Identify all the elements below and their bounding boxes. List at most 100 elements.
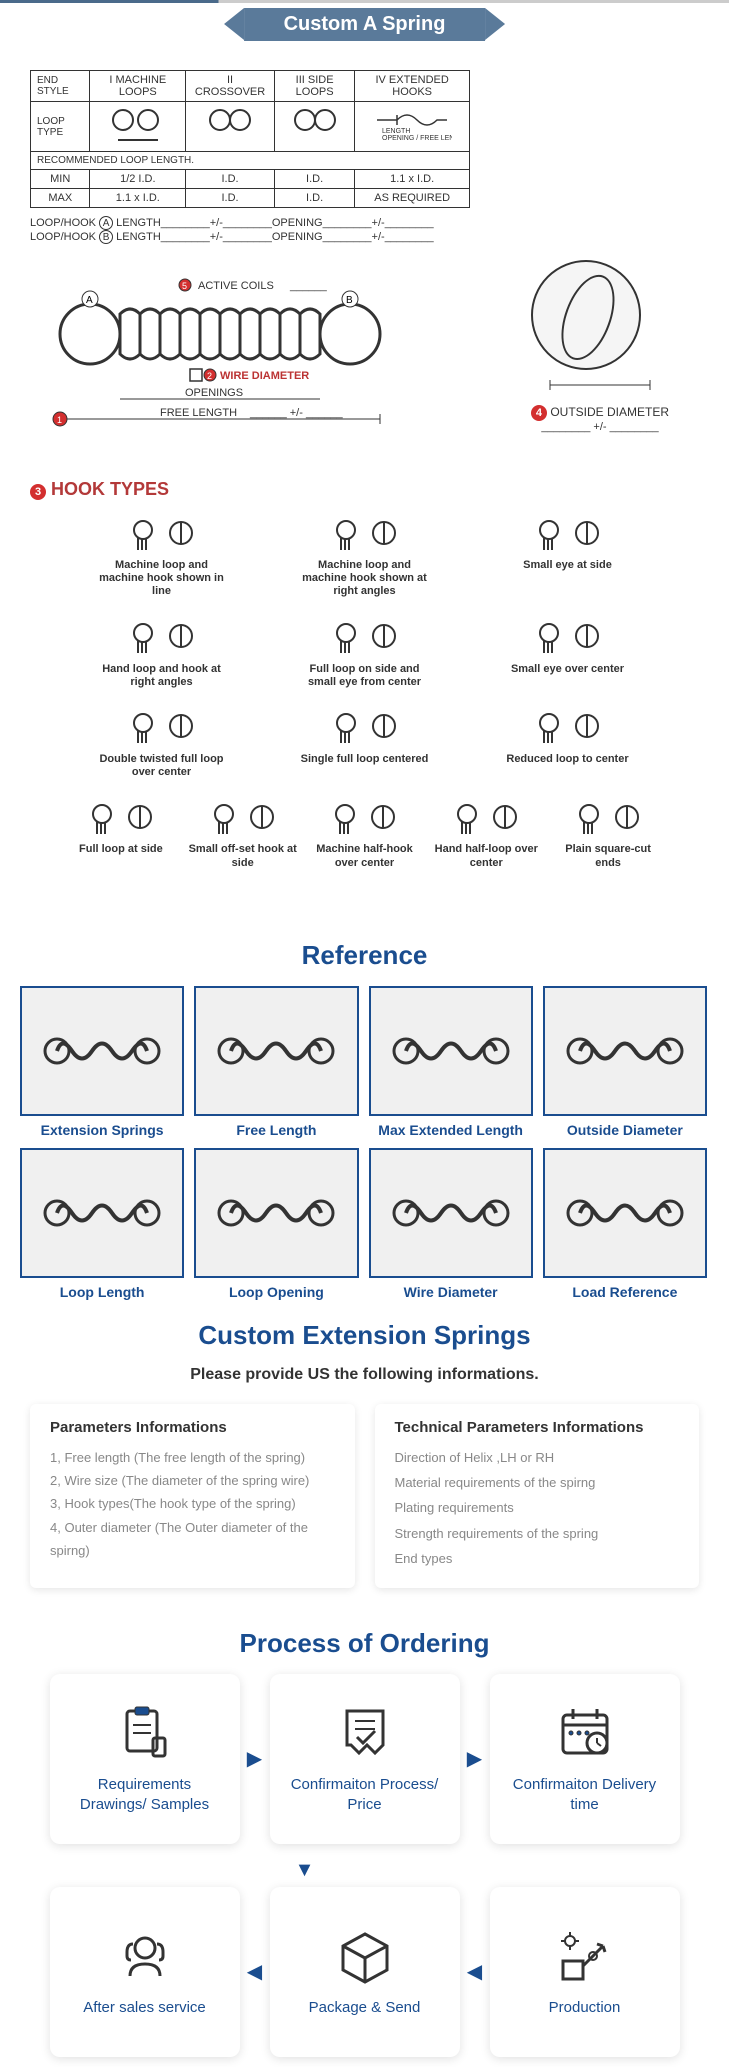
hook-label: Single full loop centered: [295, 753, 435, 766]
arrow-right-icon: ▶: [460, 1746, 490, 1771]
arrow-left-icon: ◀: [240, 1959, 270, 1984]
max-label: MAX: [31, 189, 90, 208]
length-a: LENGTH: [116, 217, 161, 229]
tech-list: Direction of Helix ,LH or RHMaterial req…: [395, 1446, 680, 1571]
opening-a: OPENING: [272, 217, 323, 229]
package-icon: [335, 1926, 395, 1986]
custom-subtitle: Please provide US the following informat…: [0, 1366, 729, 1384]
spec-table: END STYLE I MACHINE LOOPS II CROSSOVER I…: [30, 70, 470, 208]
delivery-time-icon: [555, 1703, 615, 1763]
col-4: IV EXTENDED HOOKS: [355, 71, 470, 102]
hook-icon: [92, 515, 232, 555]
arrow-down-icon: ▼: [295, 1859, 315, 1882]
reference-item: Loop Opening: [194, 1148, 358, 1300]
reference-caption: Wire Diameter: [369, 1284, 533, 1300]
letter-a: A: [99, 216, 113, 230]
hook-types-header: 3 HOOK TYPES: [0, 474, 729, 505]
process-step-3: Confirmaiton Delivery time: [490, 1674, 680, 1844]
hook-item: Small eye at side: [498, 515, 638, 599]
hook-item: Hand loop and hook at right angles: [92, 619, 232, 689]
reference-caption: Max Extended Length: [369, 1122, 533, 1138]
reference-item: Load Reference: [543, 1148, 707, 1300]
hook-item: Reduced loop to center: [498, 709, 638, 779]
pm1: +/-: [210, 217, 223, 229]
process-step-6: After sales service: [50, 1887, 240, 2057]
letter-b: B: [99, 230, 113, 244]
process-title: Process of Ordering: [0, 1628, 729, 1659]
svg-text:OPENINGS: OPENINGS: [185, 387, 243, 399]
spec-section: END STYLE I MACHINE LOOPS II CROSSOVER I…: [0, 60, 729, 254]
svg-text:B: B: [346, 295, 353, 306]
confirmation-price-icon: [335, 1703, 395, 1763]
hook-icon: [498, 619, 638, 659]
loophook-b-label: LOOP/HOOK: [30, 231, 96, 243]
hook-icon: [188, 799, 298, 839]
hook-item: Small eye over center: [498, 619, 638, 689]
requirements-icon: [115, 1703, 175, 1763]
hook-label: Reduced loop to center: [498, 753, 638, 766]
reference-caption: Extension Springs: [20, 1122, 184, 1138]
tech-item: End types: [395, 1547, 680, 1570]
hook-label: Small off-set hook at side: [188, 843, 298, 869]
hook-label: Full loop at side: [66, 843, 176, 856]
hook-icon: [295, 619, 435, 659]
hook-item: Hand half-loop over center: [431, 799, 541, 869]
svg-text:A: A: [86, 295, 93, 306]
svg-text:2: 2: [207, 371, 212, 381]
step-5-label: Package & Send: [309, 1998, 421, 2018]
reference-image: [194, 1148, 358, 1278]
col-2: II CROSSOVER: [186, 71, 275, 102]
production-icon: [555, 1926, 615, 1986]
reference-item: Wire Diameter: [369, 1148, 533, 1300]
reference-image: [369, 1148, 533, 1278]
reference-image: [543, 986, 707, 1116]
arrow-right-icon: ▶: [240, 1746, 270, 1771]
hook-label: Double twisted full loop over center: [92, 753, 232, 779]
hook-icon: [92, 619, 232, 659]
reference-title: Reference: [0, 940, 729, 971]
hook-icon: [498, 515, 638, 555]
process-step-4: Production: [490, 1887, 680, 2057]
spring-diagram: ● 5 ACTIVE COILS ______ A B 2 WIRE DIAME…: [30, 274, 699, 454]
loophook-a-label: LOOP/HOOK: [30, 217, 96, 229]
svg-text:LENGTH: LENGTH: [382, 128, 410, 135]
reference-item: Loop Length: [20, 1148, 184, 1300]
hook-item: Full loop on side and small eye from cen…: [295, 619, 435, 689]
tech-title: Technical Parameters Informations: [395, 1419, 680, 1436]
hook-icon: [309, 799, 419, 839]
params-box: Parameters Informations Free length (The…: [30, 1404, 355, 1588]
min-4: 1.1 x I.D.: [355, 170, 470, 189]
end-style-header: END STYLE: [31, 71, 90, 102]
loop-type-label: LOOP TYPE: [31, 102, 90, 152]
svg-text:WIRE DIAMETER: WIRE DIAMETER: [220, 370, 309, 382]
reference-caption: Loop Length: [20, 1284, 184, 1300]
min-3: I.D.: [274, 170, 354, 189]
step-6-label: After sales service: [83, 1998, 206, 2018]
loop-type-3: [274, 102, 354, 152]
svg-text:______: ______: [289, 280, 328, 292]
length-b: LENGTH: [116, 231, 161, 243]
tech-item: Plating requirements: [395, 1496, 680, 1519]
step-1-label: Requirements Drawings/ Samples: [65, 1775, 225, 1814]
col-3: III SIDE LOOPS: [274, 71, 354, 102]
pm4: +/-: [372, 231, 385, 243]
min-1: 1/2 I.D.: [90, 170, 186, 189]
hook-icon: [66, 799, 176, 839]
params-title: Parameters Informations: [50, 1419, 335, 1436]
info-boxes: Parameters Informations Free length (The…: [0, 1404, 729, 1588]
reference-caption: Load Reference: [543, 1284, 707, 1300]
loophook-lines: LOOP/HOOK A LENGTH________+/-________OPE…: [30, 216, 699, 244]
process-step-1: Requirements Drawings/ Samples: [50, 1674, 240, 1844]
hook-label: Plain square-cut ends: [553, 843, 663, 869]
custom-title: Custom Extension Springs: [0, 1320, 729, 1351]
hook-item: Full loop at side: [66, 799, 176, 869]
reference-image: [543, 1148, 707, 1278]
tech-box: Technical Parameters Informations Direct…: [375, 1404, 700, 1588]
hook-item: Double twisted full loop over center: [92, 709, 232, 779]
svg-text:OPENING / FREE LENGTH: OPENING / FREE LENGTH: [382, 135, 452, 142]
reference-caption: Outside Diameter: [543, 1122, 707, 1138]
tech-item: Material requirements of the spirng: [395, 1471, 680, 1494]
arrow-left-icon: ◀: [460, 1959, 490, 1984]
params-list: Free length (The free length of the spri…: [50, 1446, 335, 1563]
hook-label: Machine loop and machine hook shown in l…: [92, 559, 232, 599]
